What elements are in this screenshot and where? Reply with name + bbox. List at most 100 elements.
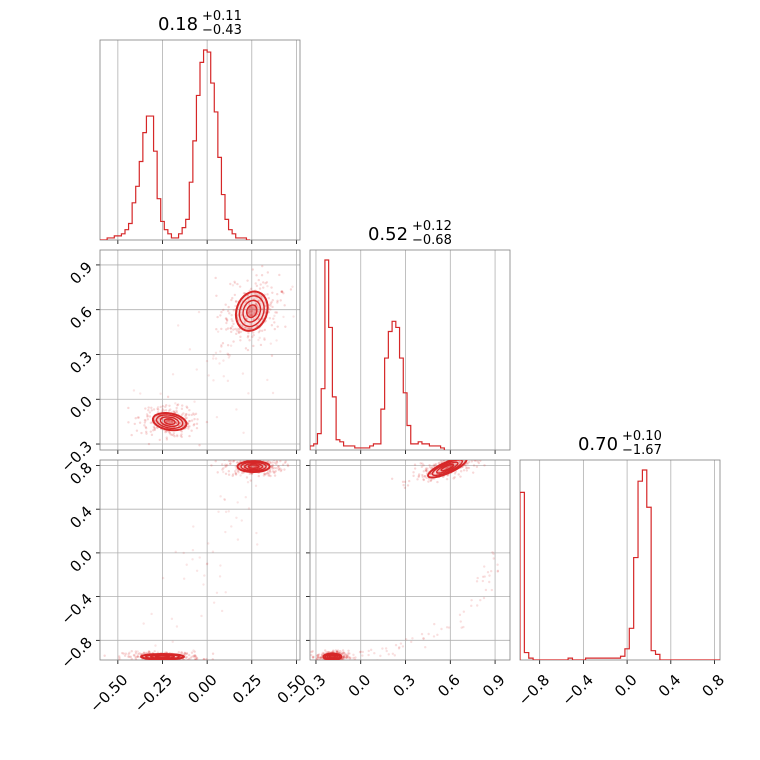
sample-point xyxy=(230,313,233,317)
sample-point xyxy=(269,470,272,474)
sample-point xyxy=(349,656,352,660)
sample-point xyxy=(220,310,223,314)
sample-point xyxy=(185,563,188,566)
sample-point xyxy=(466,462,469,465)
sample-point xyxy=(465,469,469,472)
sample-point xyxy=(142,651,146,655)
sample-point xyxy=(286,463,289,466)
sample-point xyxy=(332,650,335,653)
sample-point xyxy=(185,652,188,655)
sample-point xyxy=(325,651,328,654)
sample-point xyxy=(323,649,327,652)
sample-point xyxy=(361,654,364,657)
sample-point xyxy=(237,319,241,322)
sample-point xyxy=(248,302,251,306)
sample-point xyxy=(387,653,390,656)
sample-point xyxy=(222,308,225,312)
sample-point xyxy=(145,412,149,416)
sample-point xyxy=(401,480,405,484)
sample-point xyxy=(198,444,201,447)
sample-point xyxy=(139,392,142,395)
sample-point xyxy=(476,456,478,458)
sample-point xyxy=(224,530,227,534)
sample-point xyxy=(367,649,370,653)
sample-point xyxy=(228,312,231,315)
sample-point xyxy=(182,658,185,660)
sample-point xyxy=(473,460,476,462)
sample-point xyxy=(432,463,436,467)
sample-point xyxy=(276,292,279,296)
density-contour xyxy=(242,299,262,323)
density-contour xyxy=(326,654,339,660)
sample-point xyxy=(237,471,240,474)
density-series-0-2 xyxy=(103,460,290,662)
sample-point xyxy=(220,609,224,613)
sample-point xyxy=(215,328,218,331)
sample-point xyxy=(431,457,433,459)
sample-point xyxy=(263,328,266,332)
sample-point xyxy=(492,557,495,560)
density-contour xyxy=(427,460,468,479)
sample-point xyxy=(477,452,479,454)
sample-point xyxy=(412,474,415,478)
histogram-step-line xyxy=(520,469,720,660)
sample-point xyxy=(232,322,235,326)
sample-point xyxy=(190,655,193,659)
sample-point xyxy=(266,472,269,475)
sample-point xyxy=(170,617,174,621)
sample-point xyxy=(342,661,344,663)
sample-point xyxy=(271,305,274,309)
sample-point xyxy=(422,470,426,473)
density-contour xyxy=(234,290,269,332)
sample-point xyxy=(219,314,222,317)
sample-point xyxy=(341,649,345,652)
sample-point xyxy=(226,379,230,383)
sample-point xyxy=(342,665,344,667)
sample-point xyxy=(247,311,250,314)
sample-point xyxy=(483,464,486,467)
sample-point xyxy=(252,333,255,337)
sample-point xyxy=(342,655,345,659)
sample-point xyxy=(144,419,147,422)
sample-point xyxy=(311,650,314,653)
sample-point xyxy=(249,287,253,291)
title-upper-error: +0.12 xyxy=(412,219,452,234)
sample-point xyxy=(244,326,247,329)
sample-point xyxy=(229,462,232,465)
sample-point xyxy=(167,409,171,412)
sample-point xyxy=(237,330,241,333)
density-contour xyxy=(163,418,176,426)
sample-point xyxy=(468,453,470,455)
sample-point xyxy=(194,658,198,660)
sample-point xyxy=(327,662,329,664)
sample-point xyxy=(284,325,287,328)
sample-point xyxy=(385,649,388,653)
sample-point xyxy=(164,405,167,409)
density-contour xyxy=(440,463,455,472)
sample-point xyxy=(156,405,160,409)
sample-point xyxy=(283,461,287,464)
sample-point xyxy=(267,474,270,477)
sample-point xyxy=(272,317,275,320)
sample-point xyxy=(417,474,421,477)
sample-point xyxy=(330,661,332,663)
sample-point xyxy=(495,455,497,457)
sample-point xyxy=(162,409,166,412)
sample-point xyxy=(249,327,253,330)
sample-point xyxy=(481,575,485,578)
sample-point xyxy=(481,579,485,583)
sample-point xyxy=(164,660,166,662)
sample-point xyxy=(182,577,186,580)
sample-point xyxy=(218,362,221,365)
sample-point xyxy=(171,640,174,643)
sample-point xyxy=(225,328,228,331)
sample-point xyxy=(232,340,235,343)
sample-point xyxy=(428,464,431,467)
sample-point xyxy=(254,303,258,306)
sample-point xyxy=(190,429,193,432)
sample-point xyxy=(316,657,319,660)
sample-point xyxy=(152,429,155,432)
sample-point xyxy=(444,453,446,455)
sample-point xyxy=(250,472,254,476)
sample-point xyxy=(467,460,471,464)
